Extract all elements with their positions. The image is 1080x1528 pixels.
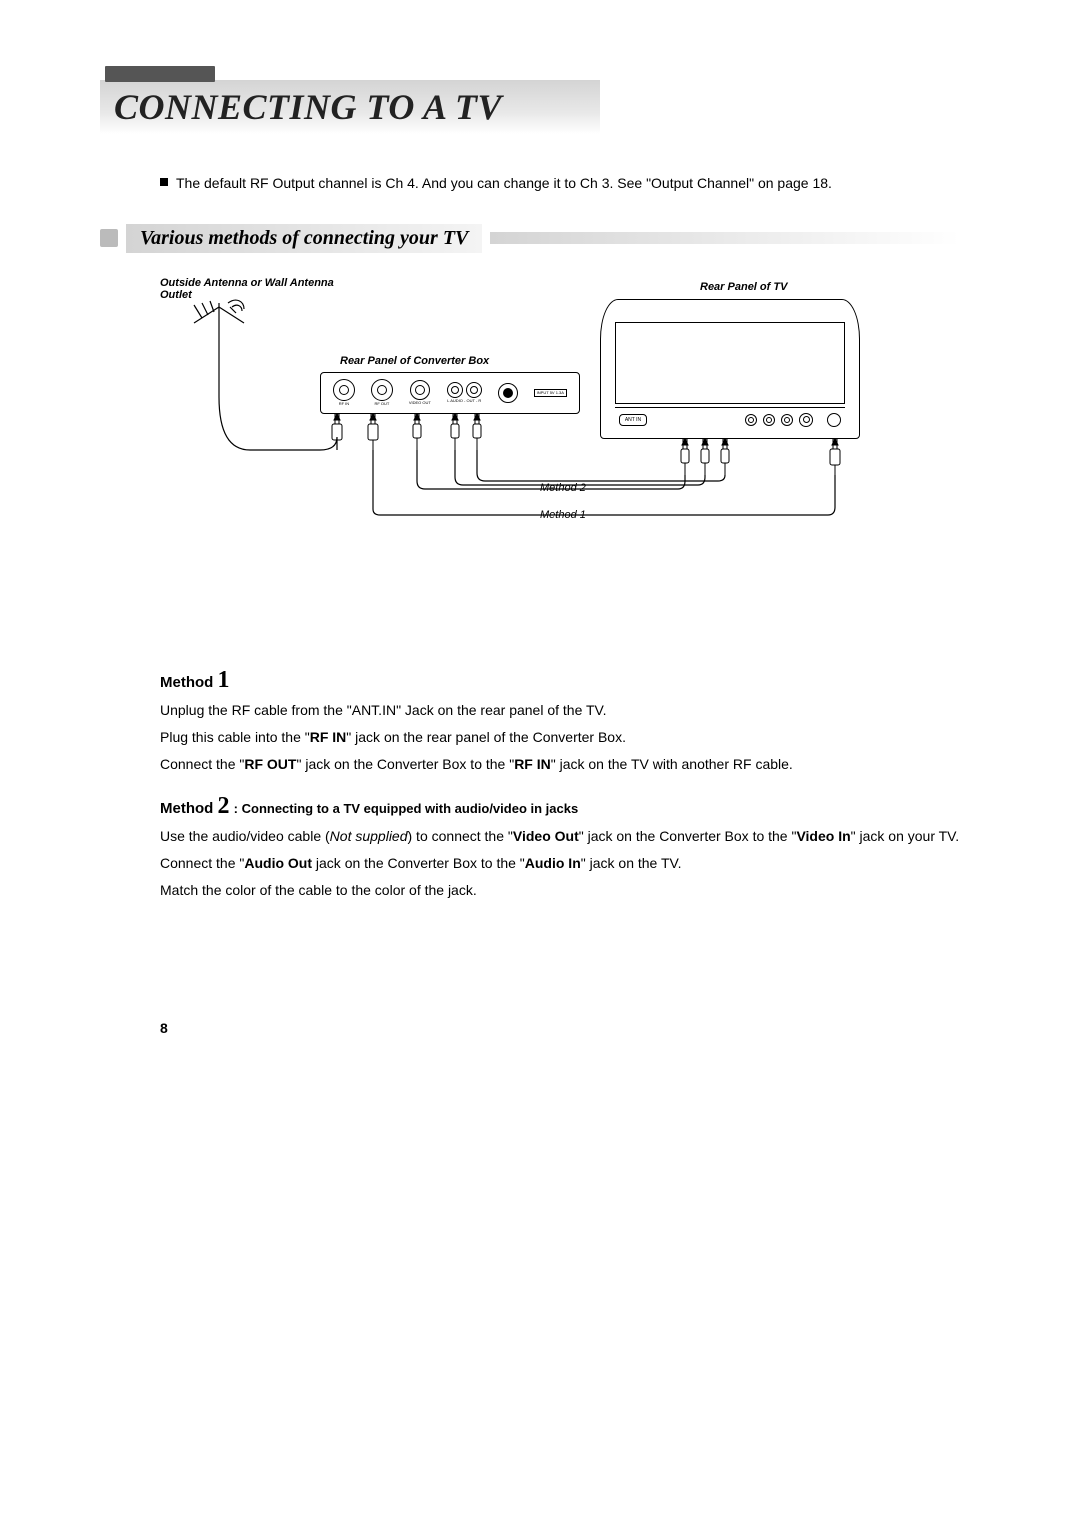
method1-p2: Plug this cable into the "RF IN" jack on… bbox=[160, 727, 960, 748]
method2-p3: Match the color of the cable to the colo… bbox=[160, 880, 960, 901]
subtitle-text: Various methods of connecting your TV bbox=[140, 227, 468, 249]
method2-sub: : Connecting to a TV equipped with audio… bbox=[234, 801, 579, 816]
subtitle-row: Various methods of connecting your TV bbox=[100, 224, 960, 253]
note-bullet bbox=[160, 178, 168, 186]
method1-heading: Method 1 bbox=[160, 667, 960, 694]
subtitle-bar: Various methods of connecting your TV bbox=[126, 224, 482, 253]
method2-num: 2 bbox=[218, 793, 230, 819]
method1-num: 1 bbox=[218, 667, 230, 693]
title-accent-bar bbox=[105, 66, 215, 82]
method1-prefix: Method bbox=[160, 674, 213, 691]
title-bar: CONNECTING TO A TV bbox=[100, 80, 600, 134]
title-block: CONNECTING TO A TV bbox=[100, 80, 960, 134]
page-number: 8 bbox=[160, 1020, 168, 1036]
method2-p1: Use the audio/video cable (Not supplied)… bbox=[160, 826, 960, 847]
note-row: The default RF Output channel is Ch 4. A… bbox=[160, 174, 960, 194]
subtitle-accent bbox=[100, 229, 118, 247]
wires bbox=[160, 277, 880, 547]
subtitle-fade bbox=[490, 232, 960, 244]
method2-prefix: Method bbox=[160, 800, 213, 817]
note-text: The default RF Output channel is Ch 4. A… bbox=[176, 174, 832, 194]
connection-diagram: Outside Antenna or Wall Antenna Outlet R… bbox=[160, 277, 960, 627]
method1-p3: Connect the "RF OUT" jack on the Convert… bbox=[160, 754, 960, 775]
method1-p1: Unplug the RF cable from the "ANT.IN" Ja… bbox=[160, 700, 960, 721]
page-title: CONNECTING TO A TV bbox=[114, 87, 502, 127]
content-body: Method 1 Unplug the RF cable from the "A… bbox=[160, 667, 960, 901]
method2-p2: Connect the "Audio Out jack on the Conve… bbox=[160, 853, 960, 874]
method2-heading: Method 2 : Connecting to a TV equipped w… bbox=[160, 793, 960, 820]
